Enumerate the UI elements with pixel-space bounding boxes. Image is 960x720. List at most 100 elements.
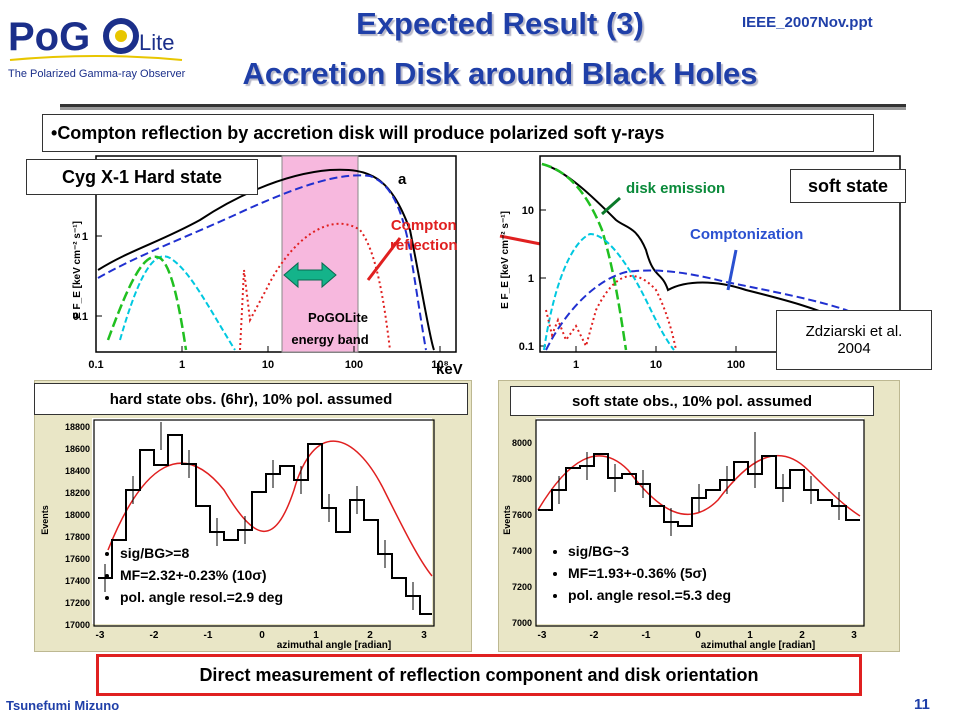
total-spectrum-curve (97, 168, 435, 351)
ytick-label: 17200 (65, 598, 90, 608)
svg-text:Lite: Lite (139, 30, 174, 55)
citation-line1: Zdziarski et al. (805, 323, 903, 340)
xtick-label: 1 (573, 359, 579, 371)
ytick-label: 8000 (512, 438, 532, 448)
ytick-label: 17800 (65, 532, 90, 542)
reflection-curve (545, 275, 677, 351)
bullet-item: sig/BG~3 (568, 540, 731, 562)
intro-bullet-text: Compton reflection by accretion disk wil… (57, 122, 665, 143)
ytick-label: 0.1 (73, 311, 88, 323)
pogolite-logo: PoG Lite The Polarized Gamma-ray Observe… (6, 6, 186, 90)
xtick-label: 2 (367, 630, 373, 641)
plot-area (93, 419, 435, 627)
xtick-label: 3 (421, 630, 427, 641)
y-axis-label: Events (502, 505, 512, 535)
xtick-label: -3 (538, 630, 547, 641)
ytick-label: 10 (522, 205, 534, 217)
pogolite-logo-icon: PoG Lite (8, 15, 183, 61)
compton-label-1: Compton (390, 217, 457, 234)
soft-state-obs-chart: 8000 7800 7600 7400 7200 7000 -3 -2 -1 0… (502, 419, 865, 650)
xtick-label: -2 (150, 630, 159, 641)
ytick-label: 18800 (65, 422, 90, 432)
disk-green-curve (106, 255, 188, 351)
disk-green-curve (541, 162, 628, 351)
conclusion-box: Direct measurement of reflection compone… (96, 654, 862, 696)
page-number: 11 (914, 696, 930, 713)
footer-author: Tsunefumi Mizuno (6, 698, 120, 713)
ytick-label: 18400 (65, 466, 90, 476)
xtick-label: 1 (747, 630, 753, 641)
y-axis-label: E F_E [keV cm⁻² s⁻¹] (500, 211, 511, 309)
hard-state-bullets: sig/BG>=8 MF=2.32+-0.23% (10σ) pol. angl… (100, 542, 283, 608)
disk-cyan-curve (543, 232, 675, 351)
disk-cyan-curve (119, 255, 236, 351)
y-axis-label: Events (40, 505, 50, 535)
reflection-curve (239, 222, 391, 351)
x-axis-label: azimuthal angle [radian] (277, 640, 391, 650)
xtick-label: 2 (799, 630, 805, 641)
disk-emission-pointer (601, 196, 621, 216)
xtick-label: 0 (695, 630, 701, 641)
slide-title-line1: Expected Result (3) (356, 6, 644, 41)
xtick-label: 0 (259, 630, 265, 641)
hard-state-obs-label: hard state obs. (6hr), 10% pol. assumed (34, 383, 468, 415)
hard-state-obs-chart: 18800 18600 18400 18200 18000 17800 1760… (40, 419, 435, 650)
x-axis-label: azimuthal angle [radian] (701, 640, 815, 650)
citation-line2: 2004 (837, 340, 871, 357)
pogolite-band (281, 155, 359, 353)
xtick-label: 3 (851, 630, 857, 641)
disk-emission-label: disk emission (626, 180, 726, 197)
xtick-label: 100 (345, 359, 363, 371)
y-axis-label: E F_E [keV cm⁻² s⁻¹] (72, 221, 83, 319)
ytick-label: 1 (82, 231, 88, 243)
ytick-label: 7600 (512, 510, 532, 520)
comptonization-curve (97, 174, 427, 351)
ytick-label: 18200 (65, 488, 90, 498)
file-name: IEEE_2007Nov.ppt (742, 14, 873, 31)
bullet-item: pol. angle resol.=2.9 deg (120, 586, 283, 608)
ytick-label: 7800 (512, 474, 532, 484)
ytick-label: 18000 (65, 510, 90, 520)
intro-bullet: • Compton reflection by accretion disk wi… (42, 114, 874, 152)
bullet-item: pol. angle resol.=5.3 deg (568, 584, 731, 606)
ytick-label: 7200 (512, 582, 532, 592)
xtick-label: 1 (179, 359, 185, 371)
panel-letter: a (398, 171, 407, 188)
logo-tagline: The Polarized Gamma-ray Observer (8, 68, 186, 80)
soft-state-obs-label: soft state obs., 10% pol. assumed (510, 386, 874, 416)
band-label-2: energy band (291, 332, 368, 347)
ytick-label: 7000 (512, 618, 532, 628)
bullet-item: MF=2.32+-0.23% (10σ) (120, 564, 283, 586)
xtick-label: 100 (727, 359, 745, 371)
xtick-label: -1 (642, 630, 651, 641)
soft-state-bullets: sig/BG~3 MF=1.93+-0.36% (5σ) pol. angle … (548, 540, 731, 606)
fit-curve (537, 454, 861, 517)
comptonization-label: Comptonization (690, 226, 804, 243)
xtick-label: -3 (96, 630, 105, 641)
xtick-label: 10⁸ (431, 359, 448, 371)
plot-area (535, 419, 865, 627)
double-arrow-icon (283, 261, 337, 289)
hard-state-label: Cyg X-1 Hard state (26, 159, 258, 195)
ytick-label: 18600 (65, 444, 90, 454)
ytick-label: 0.1 (519, 341, 534, 353)
ytick-label: 17600 (65, 554, 90, 564)
unit-label: keV (436, 361, 463, 378)
ytick-label: 1 (528, 273, 534, 285)
soft-state-label: soft state (790, 169, 906, 203)
ytick-label: 7400 (512, 546, 532, 556)
bullet-item: MF=1.93+-0.36% (5σ) (568, 562, 731, 584)
title-divider (60, 104, 906, 107)
citation-box: Zdziarski et al. 2004 (776, 310, 932, 370)
xtick-label: -2 (590, 630, 599, 641)
comptonization-pointer (726, 249, 738, 291)
bullet-item: sig/BG>=8 (120, 542, 283, 564)
xtick-label: 10 (650, 359, 662, 371)
svg-text:PoG: PoG (8, 15, 90, 59)
xtick-label: 1 (313, 630, 319, 641)
fit-curve (107, 440, 433, 577)
ytick-label: 17400 (65, 576, 90, 586)
compton-reflection-label: Compton reflection (390, 216, 458, 256)
histogram (98, 434, 432, 615)
xtick-label: 10 (262, 359, 274, 371)
